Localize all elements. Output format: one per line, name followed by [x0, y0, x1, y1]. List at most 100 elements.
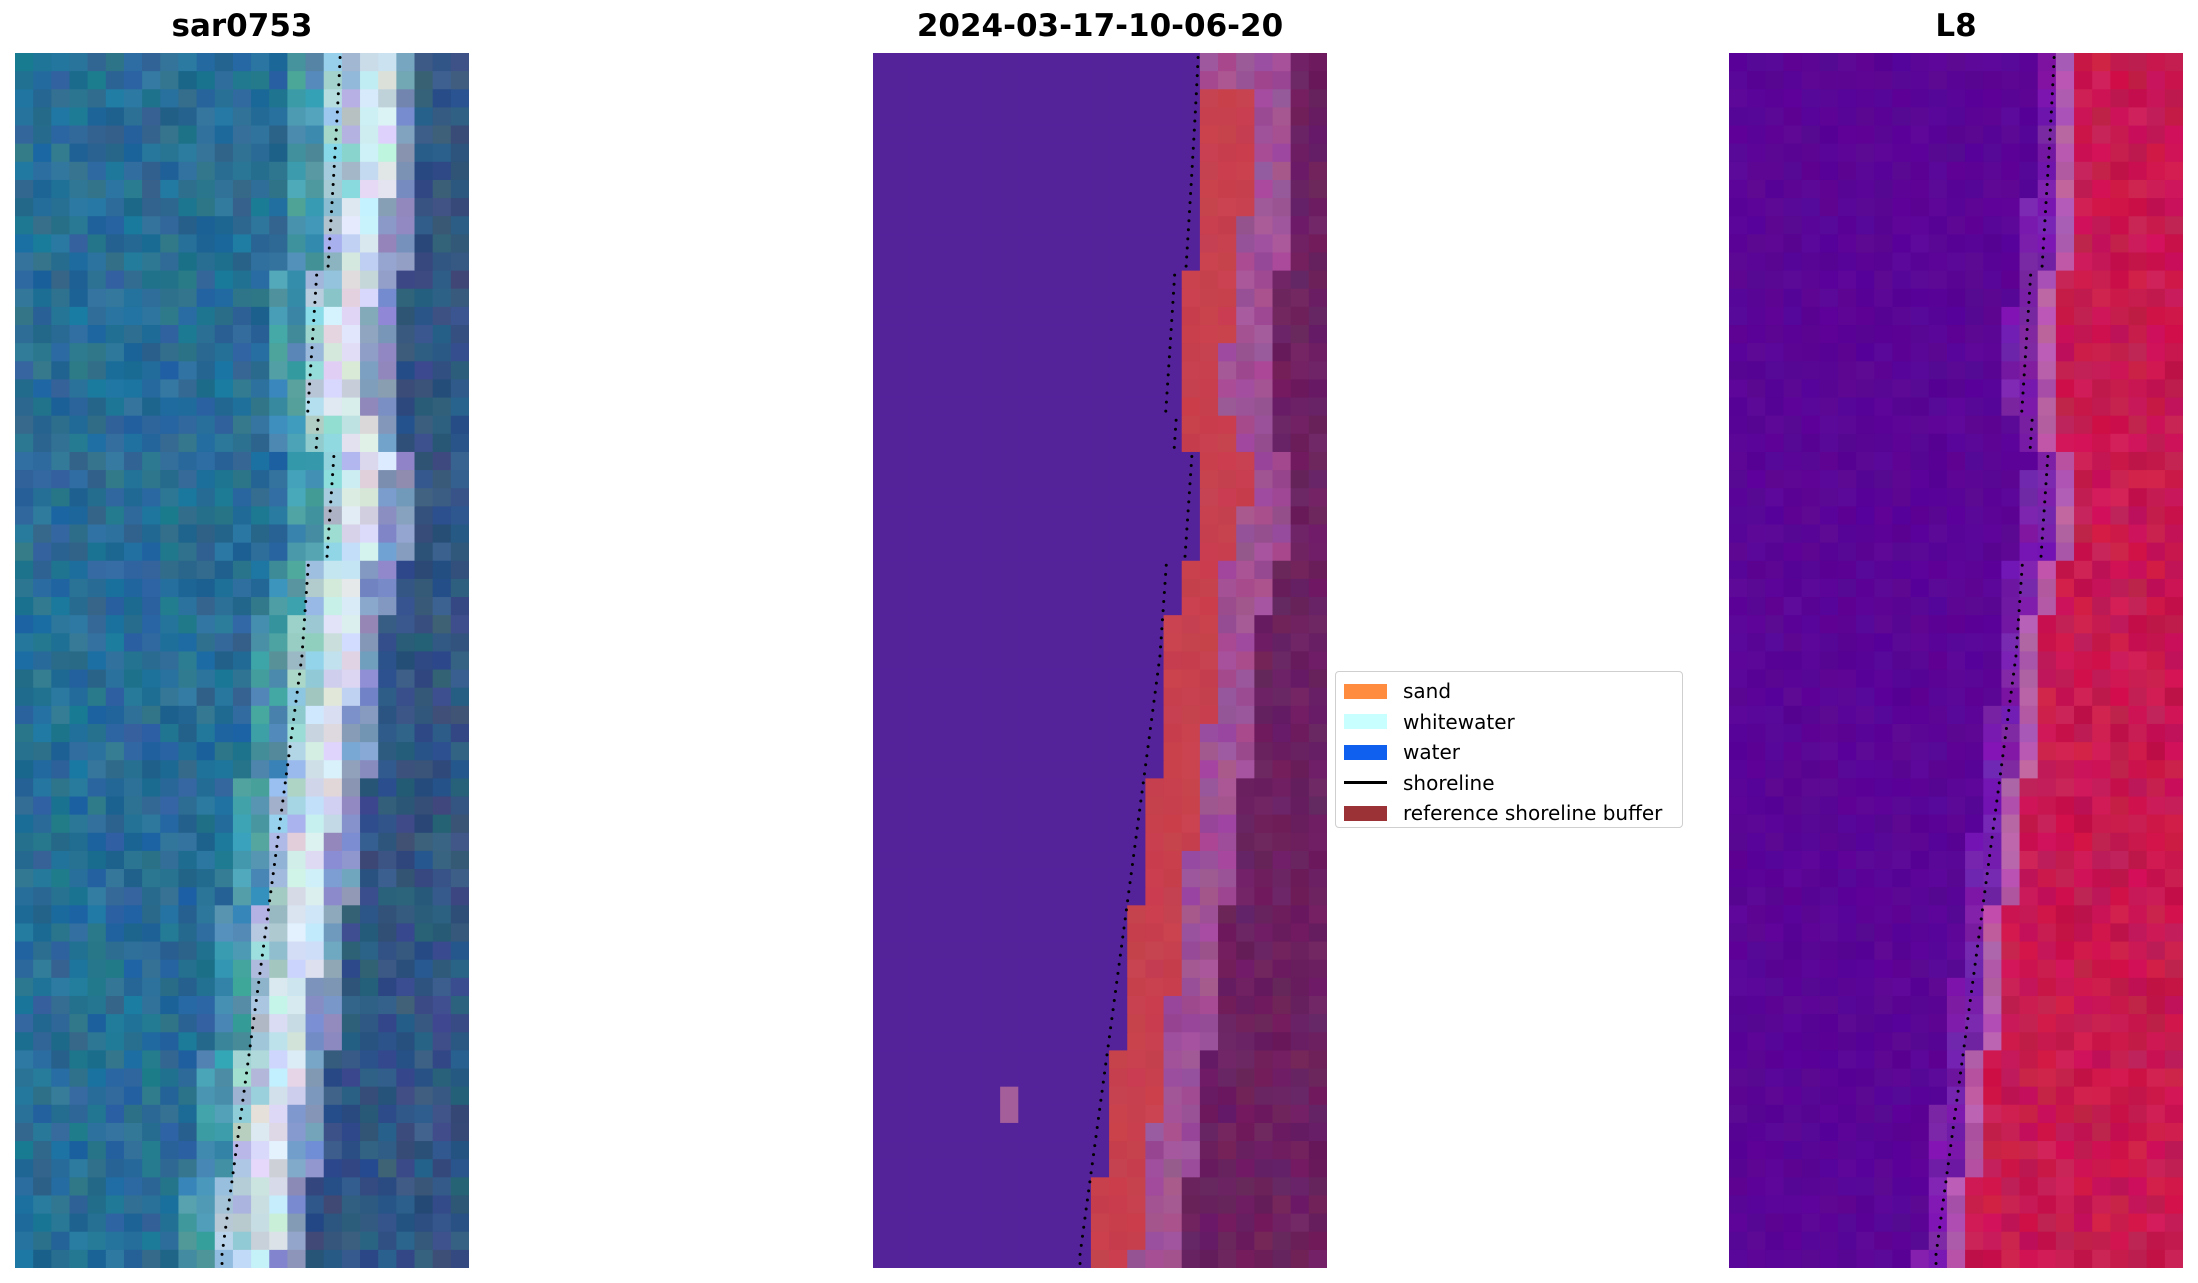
image-pixel — [1819, 651, 1839, 671]
image-pixel — [396, 633, 416, 653]
image-pixel — [1928, 615, 1948, 634]
image-pixel — [1783, 633, 1803, 653]
image-pixel — [196, 524, 216, 544]
image-pixel — [196, 669, 216, 689]
image-pixel — [1747, 705, 1766, 725]
image-pixel — [432, 1195, 452, 1215]
image-pixel — [1127, 143, 1146, 163]
image-pixel — [963, 723, 983, 743]
image-pixel — [69, 796, 89, 816]
image-pixel — [1109, 506, 1128, 526]
image-pixel — [927, 252, 947, 272]
image-pixel — [1837, 216, 1857, 235]
image-pixel — [87, 542, 107, 562]
image-pixel — [396, 1231, 416, 1251]
image-pixel — [1892, 796, 1912, 816]
image-pixel — [1308, 1068, 1327, 1088]
image-pixel — [1145, 161, 1165, 181]
image-pixel — [1765, 143, 1785, 163]
shoreline-point — [1164, 563, 1168, 567]
shoreline-point — [1165, 391, 1169, 395]
image-pixel — [33, 89, 52, 108]
image-pixel — [873, 1195, 892, 1215]
image-pixel — [1090, 288, 1110, 308]
image-pixel — [160, 451, 180, 471]
image-pixel — [51, 1249, 71, 1268]
image-pixel — [341, 941, 361, 961]
image-pixel — [1054, 433, 1074, 453]
shoreline-point — [1078, 1261, 1082, 1265]
image-pixel — [2037, 198, 2057, 217]
image-pixel — [1837, 887, 1857, 906]
image-pixel — [450, 615, 469, 634]
image-pixel — [1290, 615, 1310, 634]
image-pixel — [105, 325, 125, 344]
image-pixel — [2110, 433, 2130, 453]
image-pixel — [414, 923, 434, 943]
image-pixel — [945, 1195, 965, 1215]
image-pixel — [1308, 361, 1327, 381]
image-pixel — [123, 1032, 143, 1051]
image-pixel — [287, 687, 307, 707]
image-pixel — [1145, 1177, 1165, 1197]
image-pixel — [396, 651, 416, 671]
image-pixel — [1181, 941, 1201, 961]
image-pixel — [1236, 125, 1255, 145]
image-pixel — [1181, 850, 1201, 870]
image-pixel — [378, 1177, 397, 1197]
image-pixel — [909, 1231, 929, 1251]
shoreline-point — [1166, 382, 1170, 386]
image-pixel — [945, 597, 965, 616]
image-pixel — [1254, 270, 1274, 290]
image-pixel — [1946, 143, 1966, 163]
image-pixel — [1965, 107, 1984, 127]
shoreline-point — [302, 627, 306, 631]
image-pixel — [51, 306, 71, 326]
image-pixel — [1181, 869, 1201, 888]
image-pixel — [196, 506, 216, 526]
image-pixel — [1729, 1032, 1748, 1051]
image-pixel — [33, 887, 52, 906]
image-pixel — [1163, 1177, 1183, 1197]
image-pixel — [33, 578, 52, 598]
image-pixel — [1127, 524, 1146, 544]
image-pixel — [160, 651, 180, 671]
image-pixel — [87, 1195, 107, 1215]
image-pixel — [963, 905, 983, 925]
image-pixel — [1801, 941, 1821, 961]
image-pixel — [1308, 1032, 1327, 1051]
image-pixel — [450, 1086, 469, 1106]
image-pixel — [1000, 923, 1019, 943]
image-pixel — [1983, 252, 2002, 272]
image-pixel — [1747, 53, 1766, 72]
image-pixel — [2128, 814, 2148, 834]
image-pixel — [1290, 71, 1310, 90]
image-pixel — [378, 361, 397, 381]
image-pixel — [323, 832, 343, 852]
image-pixel — [2110, 905, 2130, 925]
image-pixel — [1218, 850, 1237, 870]
image-pixel — [287, 814, 307, 834]
image-pixel — [1910, 995, 1930, 1015]
image-pixel — [1874, 343, 1894, 362]
image-pixel — [287, 179, 307, 199]
image-pixel — [2164, 778, 2183, 798]
image-pixel — [909, 252, 929, 272]
image-pixel — [945, 977, 965, 997]
image-pixel — [1054, 451, 1074, 471]
image-pixel — [105, 125, 125, 145]
image-pixel — [2019, 850, 2039, 870]
image-pixel — [1801, 597, 1821, 616]
image-pixel — [1236, 361, 1255, 381]
image-pixel — [1765, 270, 1785, 290]
image-pixel — [2055, 270, 2075, 290]
image-pixel — [927, 796, 947, 816]
image-pixel — [1181, 470, 1201, 489]
image-pixel — [33, 1213, 52, 1233]
image-pixel — [1874, 179, 1894, 199]
image-pixel — [232, 542, 252, 562]
image-pixel — [287, 887, 307, 906]
image-pixel — [909, 542, 929, 562]
image-pixel — [1965, 53, 1984, 72]
image-pixel — [1000, 651, 1019, 671]
